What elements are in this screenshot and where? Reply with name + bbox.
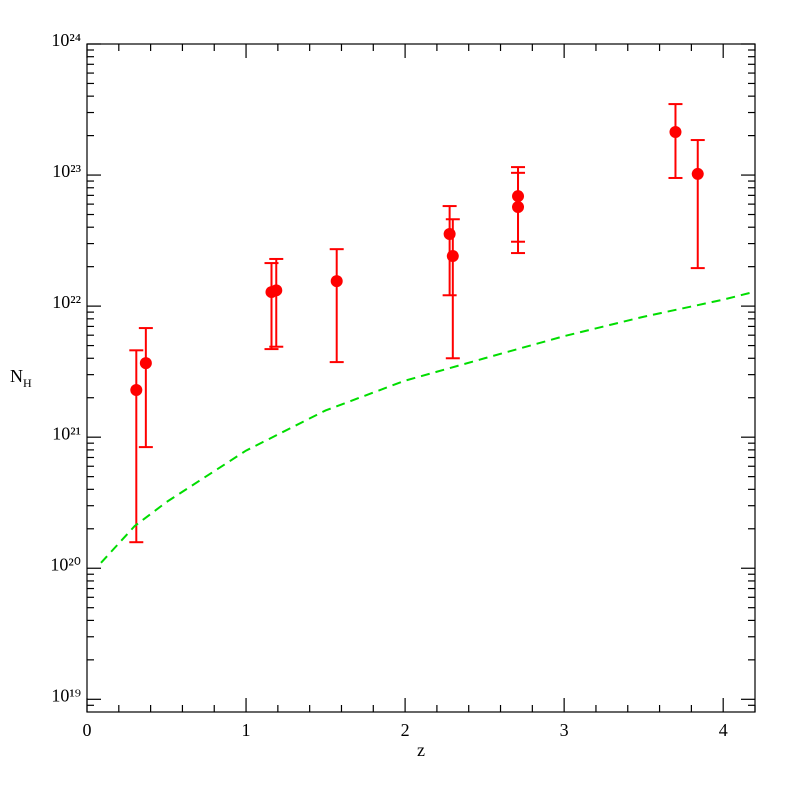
data-point [139, 357, 152, 370]
x-tick-label: 3 [560, 720, 569, 740]
y-tick-label: 10²⁰ [50, 554, 81, 574]
data-point [330, 275, 343, 288]
y-axis-label-sub: H [23, 376, 32, 390]
y-axis-label-main: N [10, 366, 23, 386]
x-tick-label: 0 [83, 720, 92, 740]
y-axis-label: NH [10, 366, 32, 390]
x-tick-label: 1 [242, 720, 251, 740]
y-tick-label: 10²⁴ [51, 30, 81, 50]
x-tick-label: 4 [719, 720, 728, 740]
data-point [446, 250, 459, 263]
data-point [270, 284, 283, 297]
data-point [669, 126, 682, 139]
y-tick-label: 10²³ [52, 161, 81, 181]
x-tick-label: 2 [401, 720, 410, 740]
data-point [691, 167, 704, 180]
y-tick-label: 10²² [52, 292, 81, 312]
y-tick-label: 10¹⁹ [51, 685, 81, 705]
data-point [512, 201, 525, 214]
x-axis-label: z [417, 740, 425, 760]
data-point [443, 228, 456, 241]
plot-frame [86, 43, 756, 713]
model-curve [100, 290, 756, 564]
y-tick-label: 10²¹ [52, 423, 81, 443]
data-point [130, 384, 143, 397]
